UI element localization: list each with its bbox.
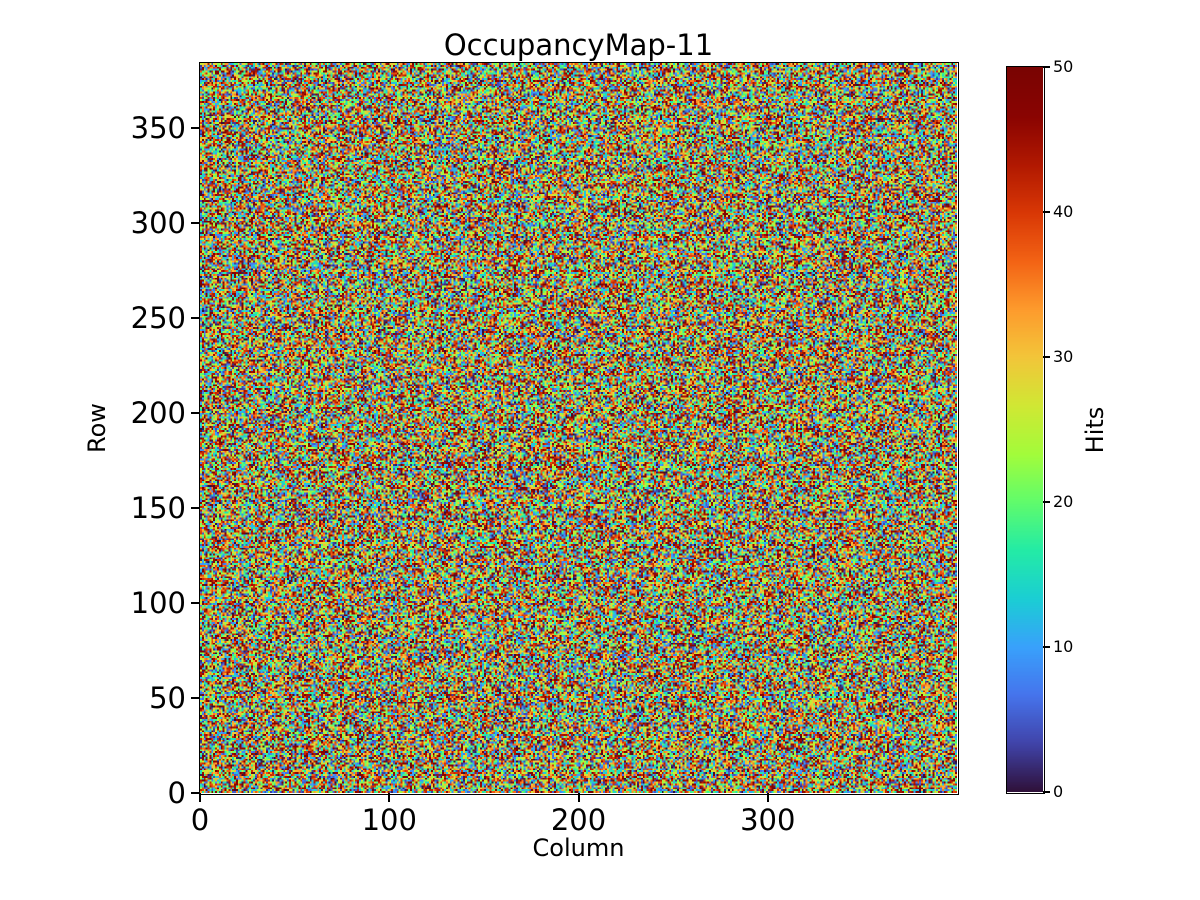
colorbar-tick-mark (1043, 646, 1050, 648)
colorbar-tick-mark (1043, 356, 1050, 358)
colorbar-tick-label: 50 (1053, 57, 1074, 76)
y-tick-mark (191, 506, 200, 509)
colorbar-tick-mark (1043, 501, 1050, 503)
colorbar-tick-label: 20 (1053, 492, 1074, 511)
y-tick-label: 350 (130, 110, 186, 145)
colorbar-tick-mark (1043, 791, 1050, 793)
y-tick-mark (191, 411, 200, 414)
y-tick-mark (191, 126, 200, 129)
x-tick-mark (577, 793, 580, 802)
colorbar-tick-mark (1043, 211, 1050, 213)
colorbar-label: Hits (1081, 406, 1109, 454)
y-tick-label: 0 (167, 776, 186, 810)
y-tick-mark (191, 601, 200, 604)
y-tick-mark (191, 316, 200, 319)
x-tick-label: 300 (740, 803, 796, 837)
colorbar-tick-mark (1043, 66, 1050, 68)
chart-title: OccupancyMap-11 (443, 28, 714, 62)
x-tick-mark (766, 793, 769, 802)
y-tick-label: 200 (130, 395, 186, 430)
plot-frame (198, 61, 959, 795)
heatmap-canvas (200, 63, 957, 793)
y-tick-label: 300 (130, 205, 186, 240)
y-tick-label: 150 (130, 490, 186, 525)
y-tick-mark (191, 792, 200, 794)
x-tick-mark (199, 793, 201, 802)
y-tick-mark (191, 221, 200, 224)
colorbar-tick-label: 10 (1053, 637, 1074, 656)
colorbar-tick-label: 40 (1053, 202, 1074, 221)
colorbar-frame (1005, 65, 1045, 794)
x-axis-label: Column (532, 834, 625, 862)
colorbar-canvas (1007, 67, 1043, 792)
y-tick-mark (191, 696, 200, 699)
y-tick-label: 100 (130, 585, 186, 620)
y-tick-label: 50 (149, 680, 186, 715)
x-tick-label: 200 (550, 803, 607, 837)
colorbar-tick-label: 0 (1053, 782, 1064, 801)
x-tick-mark (388, 793, 391, 802)
colorbar-tick-label: 30 (1053, 347, 1074, 366)
x-tick-label: 0 (190, 803, 210, 837)
y-tick-label: 250 (130, 300, 186, 335)
x-tick-label: 100 (361, 803, 417, 837)
